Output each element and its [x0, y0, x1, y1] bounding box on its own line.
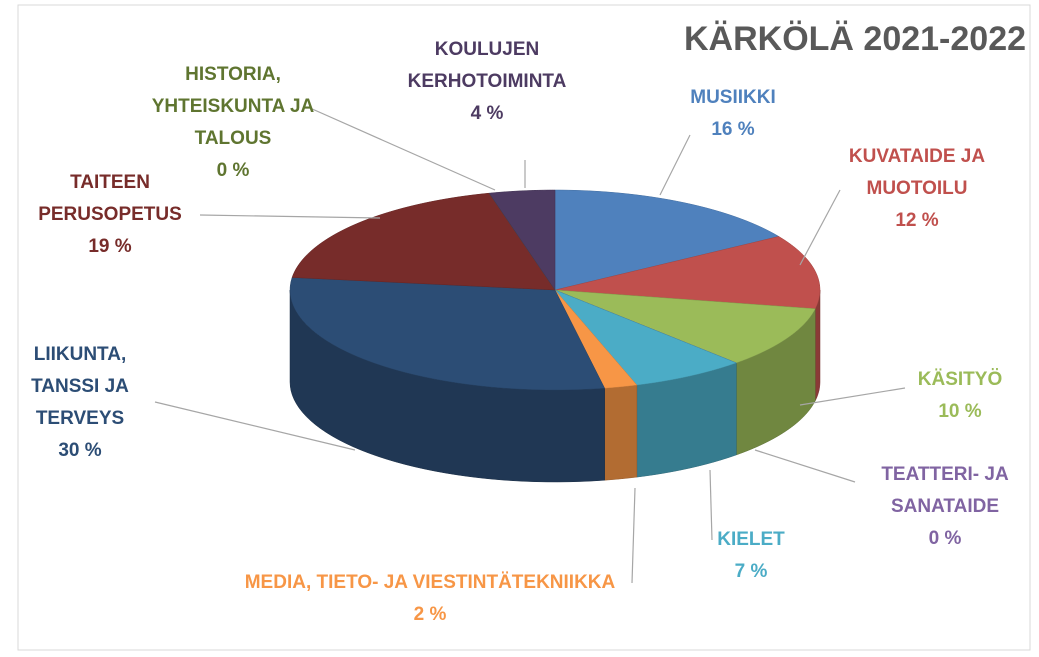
slice — [554, 289, 816, 364]
chart-border — [17, 4, 1031, 651]
category-label: TAITEEN PERUSOPETUS — [38, 172, 182, 225]
data-label: KÄSITYÖ 10 % — [890, 364, 1030, 428]
slice — [291, 192, 556, 291]
leader-line — [799, 189, 841, 266]
value-label: 0 % — [928, 528, 962, 549]
category-label: MUSIIKKI — [690, 87, 776, 108]
slice-side — [604, 384, 638, 481]
category-label: KÄSITYÖ — [917, 369, 1003, 390]
data-label: LIIKUNTA, TANSSI JA TERVEYS 30 % — [15, 339, 145, 467]
value-label: 12 % — [895, 210, 939, 231]
data-label: KOULUJEN KERHOTOIMINTA 4 % — [392, 34, 582, 130]
leader-line — [709, 469, 713, 541]
slice — [554, 289, 638, 389]
leader-line — [154, 401, 356, 451]
category-label: KUVATAIDE JA MUOTOILU — [848, 146, 986, 199]
slice — [289, 277, 606, 391]
data-label: HISTORIA, YHTEISKUNTA JA TALOUS 0 % — [143, 59, 323, 187]
slice — [554, 189, 780, 291]
leader-line — [659, 134, 691, 196]
value-label: 0 % — [216, 160, 250, 181]
chart-title: KÄRKÖLÄ 2021-2022 — [683, 20, 1027, 58]
category-label: MEDIA, TIETO- JA VIESTINTÄTEKNIIKKA — [244, 572, 616, 593]
value-label: 4 % — [470, 103, 504, 124]
category-label: TEATTERI- JA SANATAIDE — [881, 464, 1009, 517]
slice — [488, 189, 556, 291]
data-label: TAITEEN PERUSOPETUS 19 % — [15, 167, 205, 263]
value-label: 19 % — [88, 236, 132, 257]
value-label: 16 % — [711, 119, 755, 140]
data-label: KUVATAIDE JA MUOTOILU 12 % — [822, 141, 1012, 237]
value-label: 2 % — [413, 604, 447, 625]
value-label: 10 % — [938, 401, 982, 422]
leader-line — [309, 107, 496, 191]
category-label: KIELET — [717, 529, 785, 550]
leader-line — [199, 214, 381, 219]
category-label: KOULUJEN KERHOTOIMINTA — [407, 39, 567, 92]
leader-line — [631, 487, 636, 584]
leader-line — [799, 387, 906, 406]
slice — [554, 289, 738, 386]
data-label: TEATTERI- JA SANATAIDE 0 % — [865, 459, 1025, 555]
data-label: KIELET 7 % — [691, 524, 811, 588]
value-label: 7 % — [734, 561, 768, 582]
leader-line — [754, 449, 856, 483]
value-label: 30 % — [58, 440, 102, 461]
slice — [554, 236, 821, 310]
category-label: LIIKUNTA, TANSSI JA TERVEYS — [31, 344, 129, 429]
data-label: MEDIA, TIETO- JA VIESTINTÄTEKNIIKKA 2 % — [200, 567, 660, 631]
category-label: HISTORIA, YHTEISKUNTA JA TALOUS — [151, 64, 315, 149]
data-label: MUSIIKKI 16 % — [653, 82, 813, 146]
